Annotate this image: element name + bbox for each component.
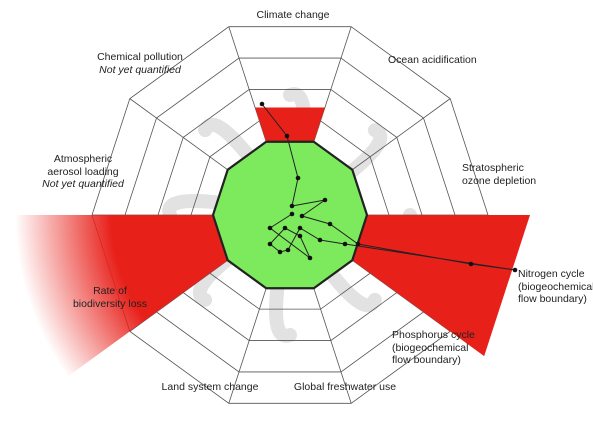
label-climate-change: Climate change bbox=[256, 9, 330, 21]
safe-zone-boundary bbox=[211, 140, 369, 290]
trajectory-point bbox=[297, 233, 303, 239]
trajectory-point bbox=[282, 225, 288, 231]
label-atmospheric-aerosol-loading: Atmospheric aerosol loading Not yet quan… bbox=[28, 153, 138, 191]
trajectory-point bbox=[327, 221, 333, 227]
label-ocean-acidification: Ocean acidification bbox=[388, 54, 477, 66]
label-global-freshwater-use: Global freshwater use bbox=[293, 381, 397, 393]
label-nitrogen-cycle: Nitrogen cycle (biogeochemical flow boun… bbox=[518, 268, 593, 305]
trajectory-point bbox=[259, 101, 265, 107]
trajectory-point bbox=[322, 197, 328, 203]
label-biodiversity-loss: Rate of biodiversity loss bbox=[72, 285, 148, 310]
trajectory-point bbox=[267, 241, 273, 247]
label-land-system-change: Land system change bbox=[161, 381, 259, 393]
trajectory-point bbox=[267, 225, 273, 231]
trajectory-point bbox=[468, 261, 474, 267]
trajectory-point bbox=[299, 213, 305, 219]
label-chemical-pollution: Chemical pollution Not yet quantified bbox=[80, 51, 200, 76]
trajectory-point bbox=[297, 225, 303, 231]
wedge-biodiversity-loss bbox=[0, 215, 290, 404]
trajectory-line bbox=[259, 101, 518, 273]
label-phosphorus-cycle: Phosphorus cycle (biogeochemical flow bo… bbox=[392, 329, 475, 366]
not-quantified-note: Not yet quantified bbox=[42, 178, 124, 190]
trajectory-point bbox=[512, 267, 518, 273]
trajectory-point bbox=[284, 133, 290, 139]
trajectory-point bbox=[307, 255, 313, 261]
trajectory-point bbox=[355, 241, 361, 247]
label-stratospheric-ozone-depletion: Stratospheric ozone depletion bbox=[462, 162, 537, 187]
trajectory-point bbox=[285, 247, 291, 253]
trajectory-point bbox=[289, 211, 295, 217]
trajectory-point bbox=[317, 237, 323, 243]
trajectory-point bbox=[295, 175, 301, 181]
trajectory-point bbox=[342, 241, 348, 247]
trajectory-point bbox=[277, 249, 283, 255]
not-quantified-note: Not yet quantified bbox=[99, 63, 181, 76]
trajectory-point bbox=[289, 203, 295, 209]
